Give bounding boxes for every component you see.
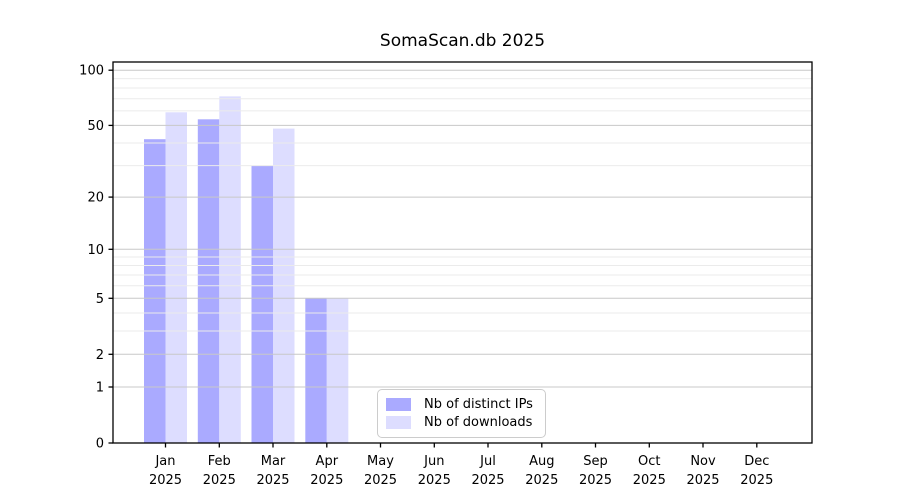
x-tick-label-year: 2025 <box>525 473 558 488</box>
x-tick-label-year: 2025 <box>418 473 451 488</box>
x-tick-label-month: Sep <box>583 454 608 469</box>
bar-mar-s0 <box>251 165 273 443</box>
bar-jan-s0 <box>144 139 166 443</box>
bar-jan-s1 <box>165 112 187 444</box>
y-axis: 0 1 2 5 10 20 50 100 <box>79 64 113 452</box>
y-tick-label: 5 <box>96 292 104 307</box>
x-tick-label-year: 2025 <box>256 473 289 488</box>
x-tick-label-month: Mar <box>261 454 286 469</box>
legend-label-downloads: Nb of downloads <box>424 415 533 430</box>
legend-item-downloads: Nb of downloads <box>386 415 537 430</box>
x-tick-label-year: 2025 <box>203 473 236 488</box>
minor-gridlines <box>113 78 812 332</box>
y-tick-label: 20 <box>87 191 104 206</box>
y-tick-label: 0 <box>96 437 104 452</box>
bar-feb-s0 <box>197 119 220 444</box>
x-tick-label-month: Aug <box>529 454 554 469</box>
x-tick-label-year: 2025 <box>633 473 666 488</box>
x-tick-label-year: 2025 <box>579 473 612 488</box>
x-tick-label-year: 2025 <box>310 473 343 488</box>
legend-swatch-downloads <box>386 416 411 429</box>
x-tick-label-month: Jan <box>154 454 175 469</box>
x-tick-label-month: Jun <box>423 454 444 469</box>
major-gridlines <box>113 69 812 388</box>
x-axis: Jan 2025 Feb 2025 Mar 2025 Apr 2025 May 2025 Jun 20… <box>149 443 773 488</box>
x-tick-label-year: 2025 <box>364 473 397 488</box>
chart-title: SomaScan.db 2025 <box>379 31 546 51</box>
x-tick-label-month: Nov <box>690 454 716 469</box>
bar-apr-s0 <box>305 298 327 443</box>
y-tick-label: 50 <box>87 119 104 134</box>
y-tick-label: 10 <box>87 243 104 258</box>
plot-border <box>112 61 813 444</box>
y-tick-label: 1 <box>96 381 104 396</box>
x-tick-label-month: May <box>367 454 394 469</box>
legend-swatch-distinct-ips <box>386 398 411 411</box>
x-tick-label-month: Oct <box>638 454 660 469</box>
x-tick-label-month: Dec <box>744 454 769 469</box>
y-tick-label: 100 <box>79 64 104 79</box>
bar-apr-s1 <box>326 298 349 443</box>
legend-item-distinct-ips: Nb of distinct IPs <box>386 397 537 412</box>
bars <box>144 96 349 444</box>
bar-feb-s1 <box>219 96 241 444</box>
x-tick-label-year: 2025 <box>740 473 773 488</box>
x-tick-label-year: 2025 <box>471 473 504 488</box>
x-tick-label-year: 2025 <box>686 473 719 488</box>
x-tick-label-month: Apr <box>316 454 339 469</box>
y-tick-label: 2 <box>96 348 104 363</box>
legend: Nb of distinct IPs Nb of downloads <box>377 389 546 438</box>
x-tick-label-year: 2025 <box>149 473 182 488</box>
x-tick-label-month: Jul <box>479 454 496 469</box>
x-tick-label-month: Feb <box>208 454 231 469</box>
legend-label-distinct-ips: Nb of distinct IPs <box>424 397 533 412</box>
